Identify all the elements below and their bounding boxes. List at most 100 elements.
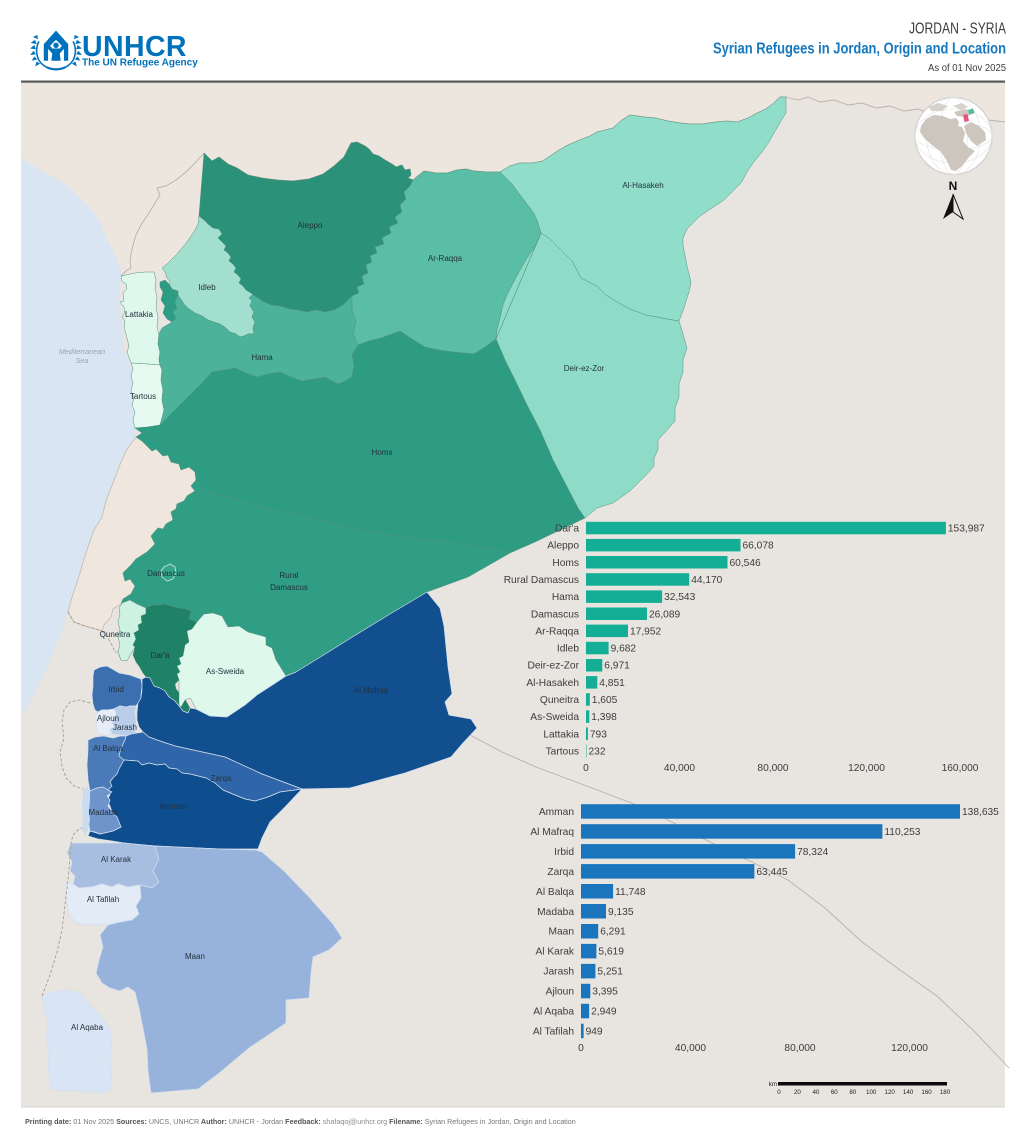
svg-text:Al Mafraq: Al Mafraq bbox=[530, 827, 574, 838]
svg-text:Quneitra: Quneitra bbox=[100, 630, 131, 639]
svg-text:60,546: 60,546 bbox=[730, 558, 761, 569]
svg-text:Syrian Refugees in Jordan, Ori: Syrian Refugees in Jordan, Origin and Lo… bbox=[713, 41, 1006, 58]
svg-text:Al Balqa: Al Balqa bbox=[93, 744, 123, 753]
svg-text:Homs: Homs bbox=[372, 448, 393, 457]
svg-text:Jarash: Jarash bbox=[543, 967, 574, 978]
svg-text:3,395: 3,395 bbox=[592, 987, 618, 998]
svg-text:100: 100 bbox=[866, 1089, 877, 1096]
svg-text:Al Tafilah: Al Tafilah bbox=[533, 1026, 574, 1037]
svg-text:40,000: 40,000 bbox=[675, 1043, 706, 1054]
svg-text:Mediterranean: Mediterranean bbox=[59, 347, 105, 356]
svg-text:5,251: 5,251 bbox=[597, 967, 623, 978]
svg-text:40: 40 bbox=[812, 1089, 819, 1096]
svg-text:Irbid: Irbid bbox=[554, 847, 574, 858]
svg-text:44,170: 44,170 bbox=[691, 575, 722, 586]
svg-text:The UN Refugee Agency: The UN Refugee Agency bbox=[82, 58, 198, 69]
svg-text:Idleb: Idleb bbox=[557, 644, 579, 655]
svg-text:793: 793 bbox=[590, 729, 607, 740]
svg-text:160: 160 bbox=[921, 1089, 932, 1096]
svg-text:Sea: Sea bbox=[76, 356, 89, 365]
svg-text:Al Karak: Al Karak bbox=[535, 947, 574, 958]
svg-text:5,619: 5,619 bbox=[598, 947, 624, 958]
svg-text:Aleppo: Aleppo bbox=[547, 541, 579, 552]
svg-text:Hama: Hama bbox=[552, 592, 580, 603]
svg-text:0: 0 bbox=[777, 1089, 781, 1096]
svg-text:Rural Damascus: Rural Damascus bbox=[504, 575, 579, 586]
svg-text:Ar-Raqqa: Ar-Raqqa bbox=[428, 254, 463, 263]
svg-text:180: 180 bbox=[940, 1089, 951, 1096]
svg-text:26,089: 26,089 bbox=[649, 609, 680, 620]
svg-text:110,253: 110,253 bbox=[884, 827, 920, 838]
svg-text:60: 60 bbox=[831, 1089, 838, 1096]
svg-text:Lattakia: Lattakia bbox=[125, 310, 154, 319]
svg-text:UNHCR: UNHCR bbox=[82, 31, 187, 63]
svg-text:As-Sweida: As-Sweida bbox=[530, 712, 579, 723]
svg-text:Amman: Amman bbox=[539, 807, 574, 818]
svg-text:Damascus: Damascus bbox=[147, 569, 185, 578]
svg-text:66,078: 66,078 bbox=[743, 541, 774, 552]
svg-text:Al Tafilah: Al Tafilah bbox=[87, 895, 119, 904]
svg-text:4,851: 4,851 bbox=[599, 678, 625, 689]
svg-text:80,000: 80,000 bbox=[757, 763, 788, 774]
svg-text:Homs: Homs bbox=[552, 558, 579, 569]
svg-text:Aleppo: Aleppo bbox=[298, 221, 323, 230]
svg-text:0: 0 bbox=[578, 1043, 584, 1054]
svg-text:Dar'a: Dar'a bbox=[555, 524, 579, 535]
svg-text:138,635: 138,635 bbox=[962, 807, 999, 818]
svg-text:Amman: Amman bbox=[159, 802, 187, 811]
svg-text:6,971: 6,971 bbox=[604, 661, 630, 672]
svg-text:78,324: 78,324 bbox=[797, 847, 828, 858]
svg-text:6,291: 6,291 bbox=[600, 927, 626, 938]
svg-text:Al Aqaba: Al Aqaba bbox=[71, 1023, 104, 1032]
svg-text:Ajloun: Ajloun bbox=[97, 714, 119, 723]
svg-text:9,682: 9,682 bbox=[611, 644, 637, 655]
svg-text:Deir-ez-Zor: Deir-ez-Zor bbox=[564, 364, 605, 373]
svg-text:Madaba: Madaba bbox=[537, 907, 574, 918]
svg-text:Madaba: Madaba bbox=[89, 808, 118, 817]
svg-text:20: 20 bbox=[794, 1089, 801, 1096]
svg-text:Zarqa: Zarqa bbox=[211, 774, 232, 783]
svg-text:32,543: 32,543 bbox=[664, 592, 695, 603]
svg-text:160,000: 160,000 bbox=[942, 763, 979, 774]
svg-text:Al Aqaba: Al Aqaba bbox=[533, 1007, 574, 1018]
svg-text:Printing date: 01 Nov 2025: Printing date: 01 Nov 2025 Sources: UNCS… bbox=[25, 1117, 576, 1126]
svg-text:Tartous: Tartous bbox=[130, 392, 156, 401]
svg-text:Hama: Hama bbox=[251, 353, 273, 362]
svg-text:80: 80 bbox=[849, 1089, 856, 1096]
svg-text:140: 140 bbox=[903, 1089, 914, 1096]
svg-text:As of 01 Nov 2025: As of 01 Nov 2025 bbox=[928, 63, 1006, 74]
svg-text:Deir-ez-Zor: Deir-ez-Zor bbox=[527, 661, 579, 672]
svg-text:17,952: 17,952 bbox=[630, 626, 661, 637]
svg-text:120,000: 120,000 bbox=[891, 1043, 928, 1054]
svg-text:Rural: Rural bbox=[279, 571, 298, 580]
svg-text:Damascus: Damascus bbox=[270, 583, 308, 592]
svg-text:Ar-Raqqa: Ar-Raqqa bbox=[535, 626, 579, 637]
svg-text:949: 949 bbox=[586, 1026, 603, 1037]
svg-text:11,748: 11,748 bbox=[615, 887, 646, 898]
svg-text:80,000: 80,000 bbox=[784, 1043, 815, 1054]
svg-text:Al Karak: Al Karak bbox=[101, 855, 132, 864]
svg-text:1,398: 1,398 bbox=[591, 712, 617, 723]
svg-text:9,135: 9,135 bbox=[608, 907, 634, 918]
svg-text:Al Mafraq: Al Mafraq bbox=[354, 686, 388, 695]
svg-text:Damascus: Damascus bbox=[531, 609, 579, 620]
svg-text:JORDAN - SYRIA: JORDAN - SYRIA bbox=[909, 21, 1007, 38]
svg-text:km: km bbox=[769, 1081, 777, 1088]
svg-text:Ajloun: Ajloun bbox=[546, 987, 574, 998]
svg-text:63,445: 63,445 bbox=[756, 867, 787, 878]
svg-text:40,000: 40,000 bbox=[664, 763, 695, 774]
svg-text:2,949: 2,949 bbox=[591, 1007, 617, 1018]
svg-text:Maan: Maan bbox=[185, 952, 205, 961]
svg-text:Zarqa: Zarqa bbox=[547, 867, 574, 878]
svg-text:Lattakia: Lattakia bbox=[543, 729, 579, 740]
svg-text:0: 0 bbox=[583, 763, 589, 774]
svg-text:232: 232 bbox=[589, 746, 606, 757]
svg-text:153,987: 153,987 bbox=[948, 524, 985, 535]
svg-text:Maan: Maan bbox=[549, 927, 574, 938]
svg-text:1,605: 1,605 bbox=[592, 695, 618, 706]
svg-text:Tartous: Tartous bbox=[546, 746, 579, 757]
svg-text:Al Balqa: Al Balqa bbox=[536, 887, 574, 898]
svg-text:N: N bbox=[949, 179, 958, 193]
svg-text:120: 120 bbox=[885, 1089, 896, 1096]
svg-text:Dar'a: Dar'a bbox=[151, 651, 170, 660]
